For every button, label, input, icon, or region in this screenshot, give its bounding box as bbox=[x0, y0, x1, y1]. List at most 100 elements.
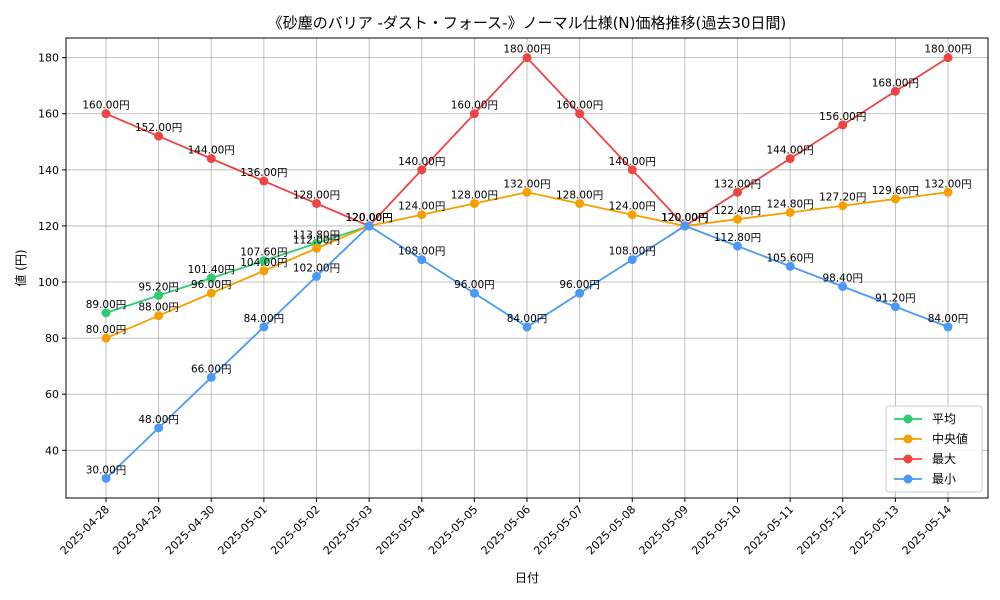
data-label: 96.00円 bbox=[559, 279, 600, 291]
data-label: 132.00円 bbox=[924, 178, 971, 190]
data-point bbox=[259, 176, 269, 186]
legend-swatch-marker bbox=[903, 414, 913, 424]
data-label: 136.00円 bbox=[240, 167, 287, 179]
data-label: 48.00円 bbox=[138, 414, 179, 426]
data-point bbox=[312, 271, 321, 281]
data-point bbox=[627, 210, 637, 220]
y-tick-label: 40 bbox=[45, 444, 59, 457]
legend-label: 中央値 bbox=[932, 431, 968, 446]
data-label: 101.40円 bbox=[188, 264, 235, 276]
data-point bbox=[890, 86, 900, 96]
data-label: 89.00円 bbox=[86, 299, 127, 311]
data-point bbox=[522, 187, 532, 197]
data-label: 96.00円 bbox=[454, 279, 495, 291]
data-point bbox=[890, 194, 900, 204]
data-point bbox=[469, 109, 479, 119]
legend-item: 平均 bbox=[894, 412, 956, 426]
y-tick-label: 100 bbox=[38, 276, 59, 289]
data-label: 160.00円 bbox=[82, 100, 129, 112]
data-point bbox=[101, 333, 111, 343]
data-label: 180.00円 bbox=[503, 44, 550, 56]
data-point bbox=[154, 131, 164, 141]
data-label: 120.00円 bbox=[661, 212, 708, 224]
data-point bbox=[785, 261, 795, 271]
y-tick-label: 120 bbox=[38, 220, 59, 233]
data-point bbox=[206, 288, 216, 298]
legend-label: 最小 bbox=[932, 472, 956, 486]
y-tick-label: 180 bbox=[38, 52, 59, 65]
data-label: 129.60円 bbox=[872, 185, 919, 197]
series-layer bbox=[101, 53, 953, 483]
data-point bbox=[838, 120, 848, 130]
data-point bbox=[680, 221, 690, 231]
data-label: 120.00円 bbox=[346, 212, 393, 224]
data-point bbox=[838, 282, 848, 292]
legend-item: 最大 bbox=[894, 452, 956, 466]
y-tick-label: 60 bbox=[45, 388, 59, 401]
data-label: 120.00円 bbox=[661, 212, 708, 224]
data-label: 122.40円 bbox=[714, 205, 761, 217]
data-label: 80.00円 bbox=[86, 324, 127, 336]
data-point bbox=[627, 255, 637, 265]
data-label: 30.00円 bbox=[86, 464, 127, 476]
data-label: 120.00円 bbox=[346, 212, 393, 224]
data-point bbox=[206, 273, 216, 283]
data-point bbox=[469, 288, 479, 298]
data-label: 124.80円 bbox=[767, 198, 814, 210]
data-point bbox=[259, 266, 269, 276]
data-point bbox=[417, 210, 427, 220]
data-labels-layer: 89.00円 95.20円 101.40円 107.60円 113.80円 120.00円… bbox=[82, 44, 971, 477]
data-label: 128.00円 bbox=[293, 189, 340, 201]
data-label: 66.00円 bbox=[191, 363, 232, 375]
data-point bbox=[101, 473, 111, 483]
data-point bbox=[943, 53, 953, 63]
data-point bbox=[417, 255, 427, 265]
data-label: 156.00円 bbox=[819, 111, 866, 123]
data-label: 95.20円 bbox=[138, 281, 179, 293]
data-label: 128.00円 bbox=[556, 189, 603, 201]
data-label: 107.60円 bbox=[240, 247, 287, 259]
data-point bbox=[206, 154, 216, 164]
data-label: 84.00円 bbox=[928, 313, 969, 325]
data-label: 91.20円 bbox=[875, 293, 916, 305]
legend-item: 最小 bbox=[894, 472, 956, 486]
data-point bbox=[312, 243, 321, 253]
y-tick-label: 140 bbox=[38, 164, 59, 177]
data-label: 84.00円 bbox=[507, 313, 548, 325]
data-point bbox=[890, 302, 900, 312]
data-label: 98.40円 bbox=[822, 273, 863, 285]
data-point bbox=[943, 322, 953, 332]
data-point bbox=[101, 109, 111, 119]
data-label: 132.00円 bbox=[714, 178, 761, 190]
series-2 bbox=[101, 53, 953, 231]
legend-label: 平均 bbox=[932, 412, 956, 426]
data-label: 140.00円 bbox=[398, 156, 445, 168]
series-line bbox=[105, 225, 370, 314]
data-point bbox=[733, 214, 742, 224]
series-1 bbox=[101, 187, 953, 343]
data-label: 168.00円 bbox=[872, 77, 919, 89]
data-point bbox=[627, 165, 637, 175]
data-point bbox=[575, 109, 585, 119]
legend-swatch-marker bbox=[903, 474, 913, 484]
data-label: 127.20円 bbox=[819, 192, 866, 204]
data-label: 108.00円 bbox=[398, 246, 445, 258]
data-label: 124.00円 bbox=[609, 201, 656, 213]
data-point bbox=[733, 241, 742, 251]
y-tick-label: 160 bbox=[38, 108, 59, 121]
data-label: 120.00円 bbox=[661, 212, 708, 224]
data-point bbox=[259, 322, 269, 332]
data-point bbox=[785, 207, 795, 217]
data-point bbox=[417, 165, 427, 175]
data-label: 96.00円 bbox=[191, 279, 232, 291]
data-label: 160.00円 bbox=[556, 100, 603, 112]
y-tick-label: 80 bbox=[45, 332, 59, 345]
y-axis-label: 値 (円) bbox=[13, 249, 28, 286]
data-point bbox=[522, 53, 532, 63]
data-label: 180.00円 bbox=[924, 44, 971, 56]
data-label: 160.00円 bbox=[451, 100, 498, 112]
data-label: 105.60円 bbox=[767, 252, 814, 264]
legend-box bbox=[885, 405, 983, 493]
